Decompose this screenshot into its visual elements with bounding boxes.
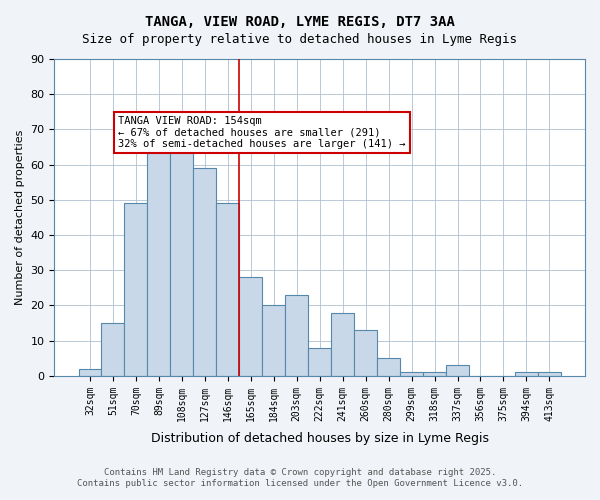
Text: Size of property relative to detached houses in Lyme Regis: Size of property relative to detached ho… xyxy=(83,32,517,46)
Bar xyxy=(377,358,400,376)
Bar xyxy=(79,369,101,376)
Bar xyxy=(124,204,148,376)
Bar xyxy=(400,372,423,376)
Bar xyxy=(538,372,561,376)
Y-axis label: Number of detached properties: Number of detached properties xyxy=(15,130,25,305)
Bar xyxy=(193,168,217,376)
Bar xyxy=(239,278,262,376)
Bar xyxy=(101,323,124,376)
Bar xyxy=(423,372,446,376)
Bar xyxy=(331,312,354,376)
Bar xyxy=(446,366,469,376)
Text: Contains HM Land Registry data © Crown copyright and database right 2025.
Contai: Contains HM Land Registry data © Crown c… xyxy=(77,468,523,487)
Bar xyxy=(285,295,308,376)
X-axis label: Distribution of detached houses by size in Lyme Regis: Distribution of detached houses by size … xyxy=(151,432,489,445)
Bar xyxy=(170,119,193,376)
Bar xyxy=(148,140,170,376)
Bar xyxy=(515,372,538,376)
Bar xyxy=(354,330,377,376)
Bar xyxy=(217,204,239,376)
Bar xyxy=(308,348,331,376)
Text: TANGA, VIEW ROAD, LYME REGIS, DT7 3AA: TANGA, VIEW ROAD, LYME REGIS, DT7 3AA xyxy=(145,15,455,29)
Text: TANGA VIEW ROAD: 154sqm
← 67% of detached houses are smaller (291)
32% of semi-d: TANGA VIEW ROAD: 154sqm ← 67% of detache… xyxy=(118,116,406,149)
Bar xyxy=(262,306,285,376)
